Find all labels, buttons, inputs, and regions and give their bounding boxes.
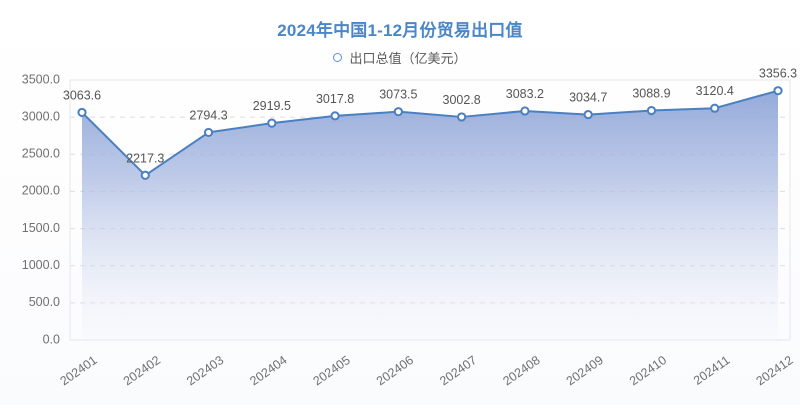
y-axis-tick-label: 3500.0 <box>22 72 60 86</box>
data-point[interactable] <box>330 111 340 121</box>
chart-title: 2024年中国1-12月份贸易出口值 <box>277 21 523 40</box>
data-point[interactable] <box>583 109 593 120</box>
x-axis-tick-label: 202404 <box>247 353 289 388</box>
x-axis-tick-label: 202401 <box>58 353 100 388</box>
data-point-label: 3356.3 <box>759 67 797 81</box>
x-axis-tick-label: 202410 <box>627 353 669 388</box>
data-point-label: 2919.5 <box>253 99 291 113</box>
series-points-group <box>77 86 783 180</box>
x-axis-tick-label: 202409 <box>564 353 606 388</box>
y-axis-tick-label: 2500.0 <box>22 147 60 161</box>
data-point[interactable] <box>773 86 783 96</box>
data-point-label: 3017.8 <box>316 92 354 106</box>
x-axis-tick-label: 202403 <box>184 353 226 388</box>
y-axis-tick-label: 1000.0 <box>22 258 60 272</box>
x-axis-tick-label: 202411 <box>691 353 732 388</box>
data-point-label: 3063.6 <box>63 88 101 102</box>
data-point-label: 2217.3 <box>126 151 164 165</box>
legend-item-label: 出口总值（亿美元） <box>349 51 467 66</box>
data-point[interactable] <box>710 103 720 113</box>
point-labels-group: 3063.6 2217.3 2794.3 2919.5 3017.8 3073.5 3002… <box>63 67 797 166</box>
y-axis-tick-label: 500.0 <box>29 295 60 309</box>
data-point-label: 3120.4 <box>696 84 734 98</box>
series-line-group <box>81 89 779 177</box>
series-line <box>81 89 779 177</box>
data-point[interactable] <box>140 170 150 180</box>
data-point[interactable] <box>393 107 403 117</box>
x-axis-tick-label: 202405 <box>311 353 353 388</box>
y-axis-tick-label: 0.0 <box>43 332 60 346</box>
x-axis-tick-label: 202408 <box>500 353 542 388</box>
data-point[interactable] <box>520 106 530 116</box>
chart-legend: 出口总值（亿美元） <box>0 48 800 67</box>
area-fill-group <box>82 90 778 340</box>
data-point[interactable] <box>267 118 277 128</box>
circle-outline-icon <box>333 53 343 62</box>
data-point[interactable] <box>457 112 467 122</box>
x-axis-labels: 202401 202402 202403 202404 202405 202406 2024… <box>58 353 796 388</box>
data-point-label: 3034.7 <box>569 91 607 105</box>
y-axis-tick-label: 3000.0 <box>22 109 60 123</box>
data-point-label: 3073.5 <box>379 88 417 102</box>
data-point-label: 3002.8 <box>443 93 481 107</box>
area-fill <box>82 90 778 340</box>
data-point-label: 2794.3 <box>189 108 227 122</box>
data-point[interactable] <box>646 105 657 116</box>
data-point[interactable] <box>203 127 214 138</box>
data-point-label: 3088.9 <box>632 87 670 101</box>
y-axis-tick-label: 1500.0 <box>22 221 60 235</box>
x-axis-tick-label: 202406 <box>374 353 416 388</box>
y-axis-tick-label: 2000.0 <box>22 184 60 198</box>
x-axis-tick-label: 202402 <box>121 353 163 388</box>
data-point-label: 3083.2 <box>506 87 544 101</box>
y-axis-labels: 0.0 500.0 1000.0 1500.0 2000.0 2500.0 3000.0 35… <box>22 72 60 346</box>
x-axis-tick-label: 202407 <box>437 353 479 388</box>
x-axis-tick-label: 202412 <box>754 353 796 388</box>
data-point[interactable] <box>77 107 87 118</box>
